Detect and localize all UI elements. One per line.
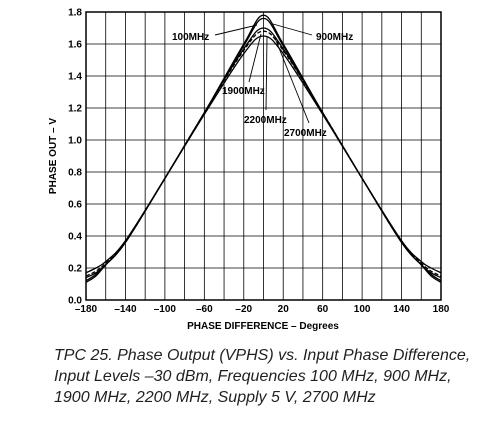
x-tick-label: –60: [196, 304, 213, 315]
y-tick-label: 1.8: [68, 8, 82, 19]
caption-line: Input Levels –30 dBm, Frequencies 100 MH…: [54, 368, 452, 385]
x-tick-label: –100: [154, 304, 177, 315]
y-tick-label: 0.0: [68, 296, 82, 307]
caption-line: 1900 MHz, 2200 MHz, Supply 5 V, 2700 MHz: [54, 389, 376, 406]
y-tick-label: 0.8: [68, 168, 82, 179]
phase-output-chart: –180 –140 –100 –60 –20 20 60 100 140 180 0.00.20.…: [48, 8, 450, 333]
x-tick-label: –140: [114, 304, 137, 315]
x-tick-labels: –180 –140 –100 –60 –20 20 60 100 140 180: [75, 304, 450, 315]
series-line-2700mhz: [85, 35, 442, 274]
annotation-2700mhz: 2700MHz: [284, 128, 327, 139]
x-tick-label: 180: [433, 304, 450, 315]
annotation-2200mhz: 2200MHz: [244, 115, 287, 126]
x-tick-label: –180: [75, 304, 98, 315]
y-tick-labels: 0.0 0.2 0.4 0.6 0.8 1.0 1.2 1.4 1.6 1.8: [68, 8, 82, 307]
annotation-leader-100mhz: [214, 24, 258, 36]
series-line-1900mhz: [85, 27, 442, 279]
y-axis-label: PHASE OUT – V: [48, 118, 59, 194]
frequency-annotations: 100MHz 900MHz 1900MHz 2200MHz 2700MHz: [172, 23, 353, 139]
y-tick-label: 1.6: [68, 40, 82, 51]
annotation-leader-2700mhz: [274, 37, 310, 124]
y-tick-label: 1.0: [68, 136, 82, 147]
x-tick-label: 20: [278, 304, 290, 315]
x-tick-label: –20: [235, 304, 252, 315]
annotation-leader-1900mhz: [248, 33, 262, 83]
y-tick-label: 1.4: [68, 72, 82, 83]
caption-line: TPC 25. Phase Output (VPHS) vs. Input Ph…: [54, 347, 471, 364]
annotation-leader-900mhz: [272, 23, 313, 36]
data-curves: [85, 14, 442, 283]
y-tick-label: 0.2: [68, 264, 82, 275]
x-axis-label: PHASE DIFFERENCE – Degrees: [187, 321, 339, 332]
y-tick-label: 1.2: [68, 104, 82, 115]
x-tick-label: 140: [393, 304, 410, 315]
y-tick-label: 0.6: [68, 200, 82, 211]
annotation-900mhz: 900MHz: [316, 32, 353, 43]
annotation-leader-2200mhz: [265, 36, 268, 111]
y-tick-label: 0.4: [68, 232, 82, 243]
series-line-2200mhz: [85, 30, 442, 277]
grid-lines: [86, 12, 441, 300]
annotation-1900mhz: 1900MHz: [222, 86, 265, 97]
annotation-100mhz: 100MHz: [172, 32, 209, 43]
x-tick-label: 100: [354, 304, 371, 315]
x-tick-label: 60: [317, 304, 329, 315]
figure-caption: TPC 25. Phase Output (VPHS) vs. Input Ph…: [54, 345, 494, 408]
plot-frame: [85, 11, 442, 301]
